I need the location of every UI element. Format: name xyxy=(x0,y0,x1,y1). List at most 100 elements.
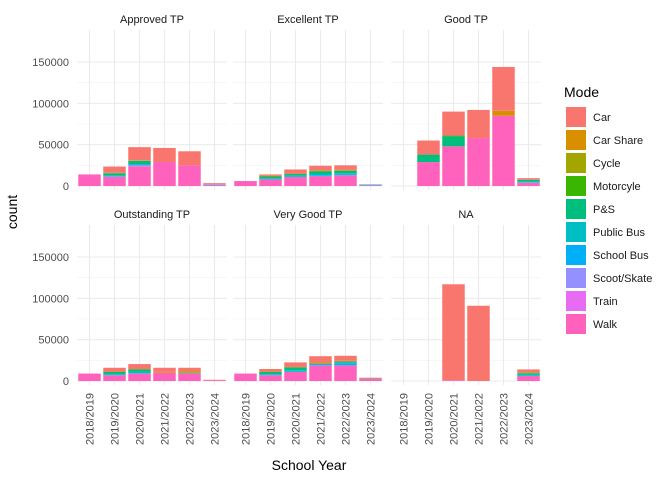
x-tick-label: 2021/2022 xyxy=(316,393,328,445)
bar-segment xyxy=(103,173,126,176)
legend-label: Public Bus xyxy=(593,227,645,239)
legend-swatch xyxy=(566,176,586,196)
bar-segment xyxy=(178,165,201,186)
x-tick-label: 2019/2020 xyxy=(266,393,278,445)
legend-label: Scoot/Skate xyxy=(593,273,652,285)
bar-segment xyxy=(259,373,282,375)
bar-segment xyxy=(517,181,540,183)
bar-segment xyxy=(442,111,465,136)
bar-segment xyxy=(517,179,540,182)
bar-segment xyxy=(309,175,332,177)
bar-segment xyxy=(417,162,440,186)
bar-segment xyxy=(467,109,490,139)
legend-swatch xyxy=(566,199,586,219)
bar-segment xyxy=(259,178,282,179)
bar-segment xyxy=(284,362,307,367)
bar-segment xyxy=(492,110,515,116)
bar-segment xyxy=(517,376,540,381)
bar-segment xyxy=(128,364,151,370)
facet-panel: Outstanding TP 0 50000 100000 150000 2018/201… xyxy=(32,209,227,445)
bar-segment xyxy=(128,166,151,186)
bar-segment xyxy=(284,176,307,186)
x-tick-label: 2023/2024 xyxy=(210,393,222,445)
bar-segment xyxy=(334,355,357,361)
legend-swatch xyxy=(566,314,586,334)
legend-swatch xyxy=(566,245,586,265)
bar-segment xyxy=(153,371,176,373)
bar-segment xyxy=(467,138,490,186)
x-tick-label: 2018/2019 xyxy=(85,393,97,445)
bar-segment xyxy=(284,175,307,177)
y-tick-label: 100000 xyxy=(32,98,69,110)
bar-segment xyxy=(309,171,332,175)
bar-segment xyxy=(153,372,176,381)
facet-panel: Good TP xyxy=(391,14,541,190)
bar-segment xyxy=(259,369,282,372)
bar-segment xyxy=(334,175,357,186)
bar-segment xyxy=(103,373,126,375)
bar-segment xyxy=(103,371,126,374)
bar-segment xyxy=(309,363,332,365)
bar-segment xyxy=(128,165,151,167)
legend-label: Car xyxy=(593,112,611,124)
bar-segment xyxy=(492,66,515,111)
facet-title: Good TP xyxy=(444,14,488,26)
bar-segment xyxy=(309,362,332,364)
bar-segment xyxy=(284,367,307,371)
bar-segment xyxy=(334,173,357,175)
bar-segment xyxy=(309,364,332,366)
y-tick-label: 50000 xyxy=(38,335,69,347)
bar-segment xyxy=(128,160,151,165)
facet-panel: Excellent TP xyxy=(233,14,383,190)
bar-segment xyxy=(259,176,282,179)
legend-swatch xyxy=(566,107,586,127)
bar-segment xyxy=(103,166,126,173)
bar-segment xyxy=(284,174,307,176)
bar-segment xyxy=(178,151,201,166)
bar-segment xyxy=(359,377,382,379)
bar-segment xyxy=(203,183,226,184)
bar-segment xyxy=(442,135,465,137)
facet-title: Outstanding TP xyxy=(114,209,190,221)
legend: Mode Car Car Share Cycle Motorcyle P&S Public… xyxy=(564,84,652,334)
bar-segment xyxy=(103,176,126,186)
bar-segment xyxy=(103,375,126,381)
bar-segment xyxy=(178,373,201,381)
bar-segment xyxy=(309,365,332,381)
y-tick-label: 0 xyxy=(63,376,69,388)
bar-segment xyxy=(284,169,307,174)
bar-segment xyxy=(128,371,151,374)
legend-swatch xyxy=(566,222,586,242)
legend-swatch xyxy=(566,153,586,173)
bar-segment xyxy=(334,361,357,363)
bar-segment xyxy=(153,147,176,163)
legend-label: School Bus xyxy=(593,250,649,262)
x-tick-label: 2021/2022 xyxy=(474,393,486,445)
bar-segment xyxy=(517,178,540,180)
bar-segment xyxy=(359,185,382,186)
bar-segment xyxy=(259,371,282,374)
bar-segment xyxy=(259,375,282,381)
bar-segment xyxy=(309,170,332,172)
legend-label: P&S xyxy=(593,204,615,216)
legend-swatch xyxy=(566,130,586,150)
bar-segment xyxy=(309,165,332,171)
legend-label: Car Share xyxy=(593,135,643,147)
facet-panel: NA 2018/2019 2019/2020 2020/2021 2021/2022 20… xyxy=(391,209,541,445)
bar-segment xyxy=(234,373,257,381)
bar-segment xyxy=(78,373,101,381)
bar-segment xyxy=(128,373,151,381)
bar-segment xyxy=(203,380,226,381)
facet-panel: Approved TP 0 50000 100000 150000 xyxy=(32,14,227,193)
legend-label: Cycle xyxy=(593,158,621,170)
bar-segment xyxy=(334,165,357,170)
bar-segment xyxy=(334,365,357,381)
legend-label: Walk xyxy=(593,319,618,331)
bar-segment xyxy=(517,373,540,375)
bar-segment xyxy=(284,371,307,381)
legend-label: Motorcyle xyxy=(593,181,641,193)
y-tick-label: 150000 xyxy=(32,252,69,264)
x-tick-label: 2023/2024 xyxy=(366,393,378,445)
y-tick-label: 100000 xyxy=(32,293,69,305)
